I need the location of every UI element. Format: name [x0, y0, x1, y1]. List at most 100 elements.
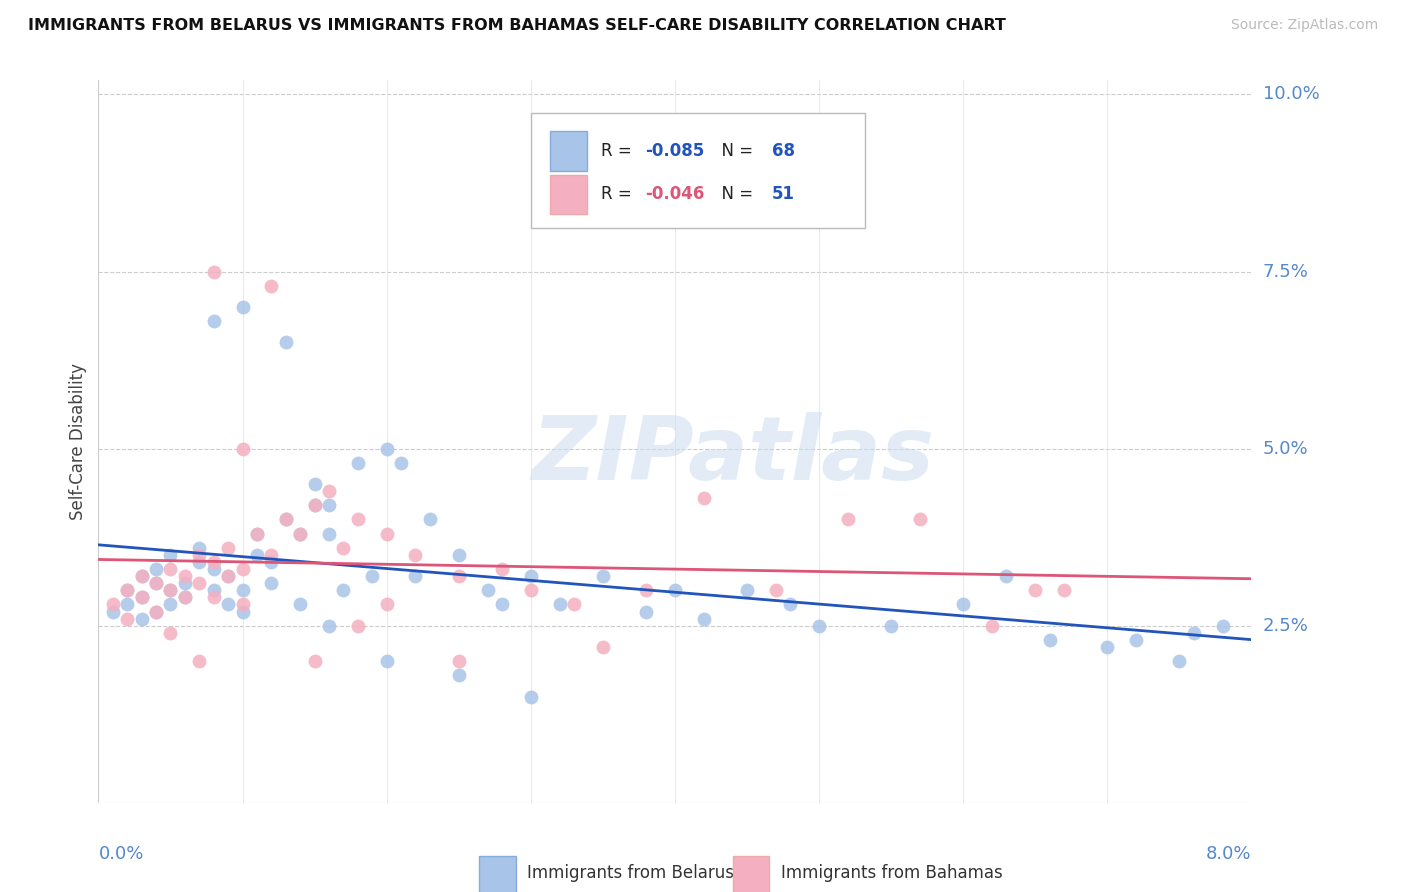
Text: 51: 51	[772, 186, 794, 203]
Point	[779, 598, 801, 612]
Point	[159, 583, 181, 598]
Point	[304, 498, 326, 512]
Point	[765, 583, 787, 598]
Point	[375, 526, 398, 541]
Point	[318, 526, 340, 541]
Point	[131, 569, 153, 583]
Point	[231, 598, 254, 612]
Point	[520, 583, 543, 598]
Point	[246, 548, 269, 562]
Point	[231, 300, 254, 314]
Point	[145, 562, 167, 576]
Point	[318, 618, 340, 632]
Point	[346, 618, 368, 632]
Text: Source: ZipAtlas.com: Source: ZipAtlas.com	[1230, 18, 1378, 32]
Point	[188, 576, 211, 591]
Point	[981, 618, 1004, 632]
Text: 10.0%: 10.0%	[1263, 86, 1320, 103]
Point	[1168, 654, 1191, 668]
Point	[274, 512, 297, 526]
Point	[908, 512, 931, 526]
Point	[1182, 625, 1205, 640]
Point	[174, 569, 197, 583]
Point	[145, 605, 167, 619]
Point	[217, 569, 239, 583]
Text: Immigrants from Belarus: Immigrants from Belarus	[527, 863, 734, 882]
Point	[290, 598, 312, 612]
Bar	[733, 855, 769, 892]
Point	[290, 526, 312, 541]
Point	[117, 583, 139, 598]
Point	[246, 526, 269, 541]
Point	[159, 548, 181, 562]
Point	[995, 569, 1018, 583]
Point	[117, 583, 139, 598]
Point	[246, 526, 269, 541]
Point	[447, 548, 470, 562]
Point	[274, 335, 297, 350]
Point	[188, 548, 211, 562]
Point	[419, 512, 441, 526]
Text: 8.0%: 8.0%	[1206, 846, 1251, 863]
Point	[188, 541, 211, 555]
Text: N =: N =	[710, 142, 758, 160]
Point	[332, 541, 354, 555]
Text: -0.046: -0.046	[645, 186, 704, 203]
Point	[375, 654, 398, 668]
Text: -0.085: -0.085	[645, 142, 704, 160]
Point	[174, 576, 197, 591]
Point	[477, 583, 499, 598]
Point	[332, 583, 354, 598]
Point	[1024, 583, 1046, 598]
Point	[260, 548, 283, 562]
Point	[159, 583, 181, 598]
Point	[693, 491, 716, 506]
Point	[592, 569, 614, 583]
Text: 5.0%: 5.0%	[1263, 440, 1309, 458]
Point	[174, 591, 197, 605]
Point	[664, 583, 686, 598]
Point	[693, 612, 716, 626]
Point	[346, 512, 368, 526]
Point	[318, 498, 340, 512]
Point	[447, 569, 470, 583]
Point	[592, 640, 614, 654]
Point	[145, 605, 167, 619]
Point	[304, 477, 326, 491]
Point	[145, 576, 167, 591]
Point	[159, 562, 181, 576]
Point	[131, 591, 153, 605]
Text: 2.5%: 2.5%	[1263, 616, 1309, 635]
Point	[274, 512, 297, 526]
Point	[202, 314, 225, 328]
Text: ZIPatlas: ZIPatlas	[531, 412, 934, 500]
Point	[188, 555, 211, 569]
Point	[290, 526, 312, 541]
Point	[952, 598, 974, 612]
Point	[520, 690, 543, 704]
Point	[231, 562, 254, 576]
Text: R =: R =	[602, 142, 637, 160]
Text: IMMIGRANTS FROM BELARUS VS IMMIGRANTS FROM BAHAMAS SELF-CARE DISABILITY CORRELAT: IMMIGRANTS FROM BELARUS VS IMMIGRANTS FR…	[28, 18, 1007, 33]
Point	[231, 605, 254, 619]
Point	[562, 598, 585, 612]
Point	[318, 484, 340, 499]
Point	[131, 591, 153, 605]
Point	[188, 654, 211, 668]
Point	[117, 598, 139, 612]
Bar	[550, 175, 588, 214]
Point	[202, 562, 225, 576]
Point	[548, 598, 571, 612]
Point	[389, 456, 412, 470]
Point	[231, 583, 254, 598]
Point	[375, 442, 398, 456]
Bar	[479, 855, 516, 892]
Point	[145, 576, 167, 591]
Point	[159, 625, 181, 640]
Point	[346, 456, 368, 470]
Y-axis label: Self-Care Disability: Self-Care Disability	[69, 363, 87, 520]
Point	[447, 654, 470, 668]
Point	[447, 668, 470, 682]
Point	[808, 618, 831, 632]
FancyBboxPatch shape	[531, 112, 865, 228]
